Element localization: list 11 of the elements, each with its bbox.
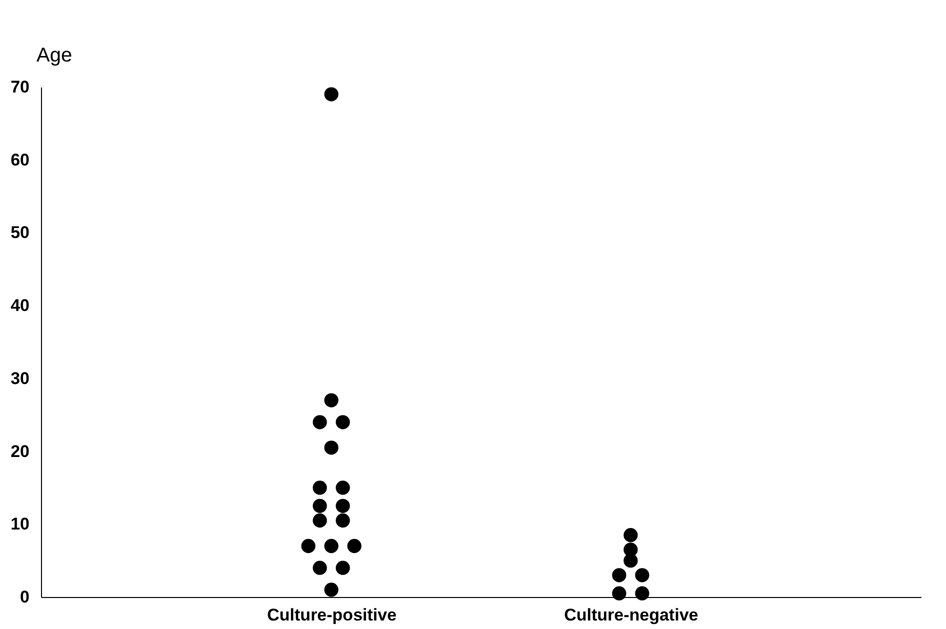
y-tick-label: 70 <box>10 78 30 96</box>
y-axis-title: Age <box>36 44 72 66</box>
y-tick-label: 40 <box>10 296 30 316</box>
y-tick-label: 30 <box>10 368 30 388</box>
y-tick-label: 60 <box>10 150 30 170</box>
y-tick-label: 20 <box>10 442 30 461</box>
y-tick-label: 50 <box>10 223 30 242</box>
x-tick-label: Culture-positive <box>267 606 397 624</box>
x-tick-label: Culture-negative <box>564 606 698 624</box>
y-tick-label: 10 <box>10 514 30 534</box>
y-tick-label: 0 <box>20 588 30 606</box>
